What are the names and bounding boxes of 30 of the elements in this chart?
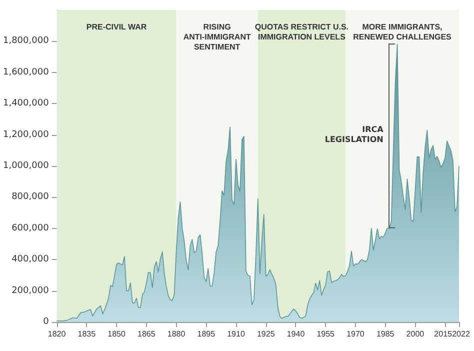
y-tick-label: 1,400,000	[2, 98, 50, 109]
y-tick-label: 1,000,000	[2, 161, 50, 171]
annotation: IRCA LEGISLATION	[324, 124, 384, 145]
x-tick-label: 1910	[227, 330, 246, 338]
y-tick-label: 1,800,000	[2, 36, 50, 46]
x-tick-label: 1970	[346, 330, 365, 338]
x-tick-label: 1850	[108, 330, 126, 338]
y-tick-label: 0	[43, 317, 50, 327]
x-tick-label: 1835	[78, 330, 96, 338]
band-label: PRE-CIVIL WAR	[86, 22, 147, 32]
x-tick-label: 1985	[376, 330, 395, 338]
x-tick-label: 2000	[406, 330, 425, 338]
y-tick-label: 1,600,000	[2, 67, 50, 78]
y-tick-label: 800,000	[12, 192, 50, 202]
y-tick-label: 600,000	[12, 223, 50, 234]
y-tick-label: 400,000	[12, 254, 50, 265]
x-tick-label: 1955	[316, 330, 336, 338]
x-tick-label: 1880	[167, 330, 186, 338]
band-label: MORE IMMIGRANTS, RENEWED CHALLENGES	[353, 22, 452, 42]
x-tick-label: 1820	[48, 330, 66, 338]
x-tick-label: 2022	[452, 330, 470, 338]
y-tick-label: 200,000	[12, 286, 50, 296]
x-tick-label: 1940	[286, 330, 306, 338]
y-tick-label: 1,200,000	[2, 130, 50, 140]
x-tick-label: 1925	[256, 330, 276, 338]
x-tick-label: 1865	[138, 330, 156, 338]
band-label: QUOTAS RESTRICT U.S. IMMIGRATION LEVELS	[254, 22, 349, 42]
x-tick-label: 1895	[197, 330, 216, 338]
x-tick-label: 2015	[434, 330, 453, 338]
band-label: RISING ANTI-IMMIGRANT SENTIMENT	[183, 22, 251, 52]
